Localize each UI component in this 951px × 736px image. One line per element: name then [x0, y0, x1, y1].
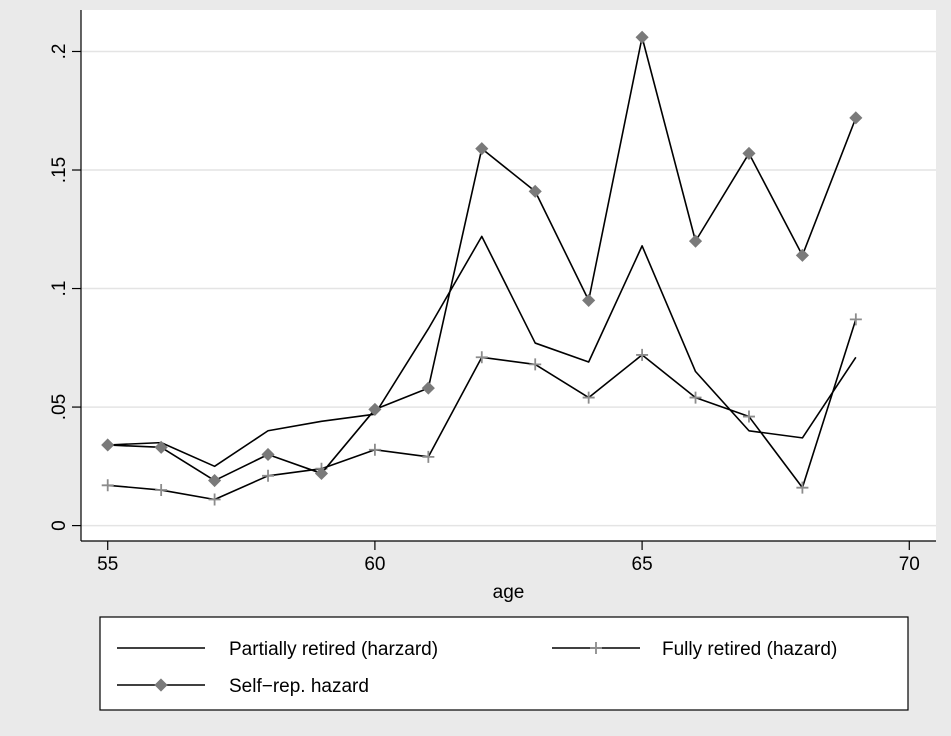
data-point: [528, 184, 542, 198]
legend: Partially retired (harzard) Fully retired…: [99, 616, 909, 711]
data-point: [368, 402, 382, 417]
data-point: [688, 234, 703, 248]
y-tick-label: .05: [49, 394, 70, 420]
data-point: [368, 443, 381, 456]
legend-label: Partially retired (harzard): [229, 639, 438, 660]
data-point: [154, 440, 168, 454]
series-2: [101, 313, 862, 506]
legend-item-2: Fully retired (hazard): [552, 639, 837, 660]
data-point: [422, 450, 435, 463]
plot-area: [81, 10, 936, 541]
legend-marker: [154, 678, 168, 692]
data-point: [849, 313, 862, 326]
data-point: [475, 351, 488, 364]
legend-label: Fully retired (hazard): [662, 639, 837, 660]
legend-item-1: Partially retired (harzard): [117, 639, 438, 660]
data-point: [155, 484, 168, 497]
data-point: [742, 410, 755, 423]
y-tick-label: .1: [49, 281, 70, 297]
data-point: [208, 493, 221, 506]
x-tick-label: 70: [899, 554, 920, 575]
series-3: [101, 30, 863, 488]
data-point: [314, 466, 329, 481]
legend-box: [99, 616, 909, 711]
tick-labels: 0 .05 .1 .15 .2 55 60 65 70: [49, 44, 920, 575]
x-tick-label: 60: [364, 554, 385, 575]
data-point: [262, 469, 275, 482]
data-point: [689, 391, 702, 404]
data-point: [849, 111, 863, 125]
data-point: [475, 142, 489, 156]
data-point: [208, 473, 222, 488]
data-point: [796, 481, 809, 494]
data-point: [529, 358, 542, 371]
legend-marker: [590, 642, 602, 654]
data-point: [101, 479, 114, 492]
data-point: [582, 391, 595, 404]
axes: [72, 10, 936, 550]
legend-label: Self−rep. hazard: [229, 676, 369, 697]
series-layer: [101, 30, 863, 506]
y-tick-label: .2: [49, 44, 70, 60]
x-tick-label: 65: [632, 554, 653, 575]
x-axis-title: age: [493, 582, 525, 603]
data-point: [795, 248, 809, 262]
x-tick-label: 55: [97, 554, 118, 575]
data-point: [636, 348, 649, 361]
data-point: [635, 30, 649, 44]
data-point: [101, 438, 115, 452]
data-point: [582, 293, 596, 307]
y-tick-label: .15: [49, 157, 70, 183]
data-point: [421, 381, 435, 395]
y-tick-label: 0: [49, 520, 70, 531]
data-point: [742, 146, 756, 160]
data-point: [261, 447, 275, 462]
legend-item-3: Self−rep. hazard: [117, 676, 369, 697]
